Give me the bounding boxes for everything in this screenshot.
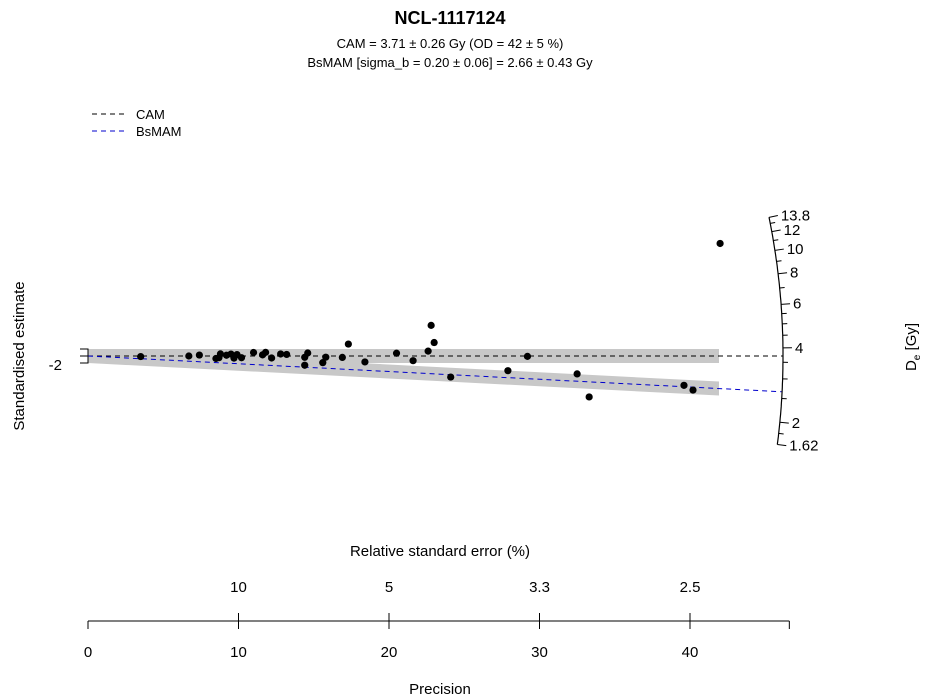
data-point — [361, 358, 369, 366]
de-axis-tick — [771, 229, 781, 233]
y-tick-label: -2 — [49, 357, 62, 374]
data-point — [185, 352, 193, 360]
rse-tick-label: 2.5 — [680, 579, 701, 596]
de-axis-tick-label: 2 — [792, 415, 800, 432]
data-point — [585, 393, 593, 401]
de-axis-tick-label: 8 — [790, 265, 798, 282]
data-point — [268, 354, 276, 362]
de-axis-tick — [778, 432, 784, 435]
data-point — [277, 350, 285, 358]
precision-axis: 0 10 20 30 40 10 5 3.3 2.5 — [84, 579, 790, 661]
data-point — [344, 340, 352, 348]
de-axis-tick — [781, 303, 791, 305]
legend-label-cam: CAM — [136, 107, 165, 122]
de-axis-arc — [768, 217, 784, 445]
de-axis-tick — [774, 248, 784, 251]
legend-label-bsmam: BsMAM — [136, 124, 182, 139]
data-point — [137, 352, 145, 361]
de-axis-tick — [768, 215, 778, 218]
de-axis-tick-label: 1.62 — [789, 438, 818, 455]
data-point — [680, 381, 688, 389]
data-point — [523, 352, 532, 360]
y-axis-label: Standardised estimate — [11, 281, 28, 430]
data-point — [716, 239, 724, 248]
data-point — [249, 348, 258, 357]
data-point — [689, 386, 697, 394]
data-point — [504, 367, 512, 375]
de-axis-label: De [Gy] — [903, 323, 923, 371]
de-axis-tick — [776, 260, 782, 262]
de-axis-tick-label: 10 — [787, 241, 804, 258]
precision-tick-label: 0 — [84, 644, 92, 661]
chart-subtitle-bsmam: BsMAM [sigma_b = 0.20 ± 0.06] = 2.66 ± 0… — [307, 55, 593, 70]
y-axis — [80, 348, 89, 364]
de-axis-tick — [777, 444, 787, 447]
de-axis-tick-label: 6 — [793, 296, 801, 313]
central-value-lines — [87, 355, 783, 393]
chart-title: NCL-1117124 — [394, 8, 505, 28]
chart-subtitle-cam: CAM = 3.71 ± 0.26 Gy (OD = 42 ± 5 %) — [337, 36, 564, 51]
de-axis-tick — [779, 421, 789, 424]
rse-axis-label: Relative standard error (%) — [350, 543, 530, 560]
data-point — [447, 373, 455, 381]
data-point — [409, 357, 417, 365]
precision-tick-label: 10 — [230, 644, 247, 661]
de-axis-tick — [778, 272, 788, 275]
legend: CAM BsMAM — [92, 107, 182, 139]
data-points — [137, 239, 724, 401]
bsmam-line — [87, 355, 783, 393]
data-point — [301, 361, 309, 369]
rse-tick-label: 10 — [230, 579, 247, 596]
data-point — [573, 370, 581, 378]
data-point — [338, 353, 346, 362]
data-point — [322, 353, 330, 361]
data-point — [430, 338, 438, 347]
data-point — [283, 350, 291, 359]
rse-tick-label: 5 — [385, 579, 393, 596]
data-point — [319, 359, 327, 367]
data-point — [424, 347, 432, 355]
precision-tick-label: 40 — [682, 644, 699, 661]
de-axis-tick — [770, 221, 776, 224]
data-point — [237, 354, 246, 362]
de-axis-tick-label: 4 — [795, 340, 803, 357]
data-point — [304, 349, 312, 357]
rse-tick-label: 3.3 — [529, 579, 550, 596]
precision-tick-label: 30 — [531, 644, 548, 661]
data-point — [195, 351, 203, 359]
de-axis-tick-label: 12 — [784, 222, 801, 239]
data-point — [392, 349, 401, 357]
precision-tick-label: 20 — [381, 644, 398, 661]
data-point — [216, 350, 225, 358]
de-axis-tick-label: 13.8 — [781, 208, 810, 225]
data-point — [427, 321, 435, 329]
precision-axis-label: Precision — [409, 681, 471, 698]
de-axis-tick — [773, 239, 779, 242]
data-point — [261, 348, 270, 356]
